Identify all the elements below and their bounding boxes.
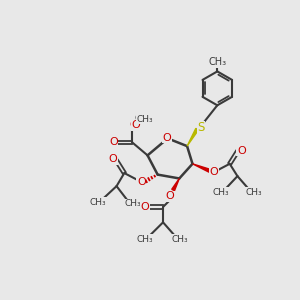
Polygon shape xyxy=(172,178,179,191)
Text: O: O xyxy=(137,177,146,187)
Polygon shape xyxy=(193,164,210,172)
Text: CH₃: CH₃ xyxy=(135,114,151,123)
Text: CH₃: CH₃ xyxy=(136,115,153,124)
Text: O: O xyxy=(166,191,174,201)
Text: O: O xyxy=(109,137,118,147)
Text: O: O xyxy=(129,119,138,130)
Text: O: O xyxy=(132,120,140,130)
Text: methyl: methyl xyxy=(139,118,144,119)
Text: CH₃: CH₃ xyxy=(245,188,262,197)
Text: CH₃: CH₃ xyxy=(172,235,188,244)
Text: CH₃: CH₃ xyxy=(124,200,141,208)
Text: CH₃: CH₃ xyxy=(208,57,226,67)
Text: CH₃: CH₃ xyxy=(90,198,106,207)
Text: CH₃: CH₃ xyxy=(136,235,153,244)
Text: O: O xyxy=(210,167,219,176)
Text: O: O xyxy=(108,154,117,164)
Text: O: O xyxy=(163,133,171,142)
Text: S: S xyxy=(197,121,205,134)
Text: O: O xyxy=(237,146,246,156)
Polygon shape xyxy=(187,128,199,146)
Text: O: O xyxy=(141,202,150,212)
Text: CH₃: CH₃ xyxy=(212,188,229,197)
